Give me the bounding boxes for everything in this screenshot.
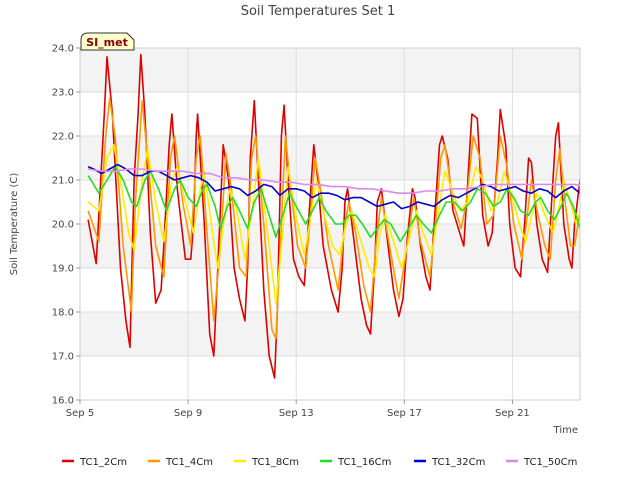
y-tick-label: 16.0: [52, 396, 74, 407]
legend-item-tc1-50cm: TC1_50Cm: [506, 457, 577, 468]
y-tick-label: 21.0: [52, 176, 74, 187]
legend-label: TC1_32Cm: [431, 457, 485, 468]
series-line-tc1-50cm: [87, 168, 580, 194]
y-tick-label: 20.0: [52, 220, 74, 231]
badge-shape: [80, 32, 135, 51]
chart-title: Soil Temperatures Set 1: [241, 4, 396, 19]
y-tick-label: 18.0: [52, 308, 74, 319]
legend-item-tc1-4cm: TC1_4Cm: [148, 457, 213, 468]
y-axis-label: Soil Temperature (C): [9, 173, 20, 276]
legend-item-tc1-16cm: TC1_16Cm: [320, 457, 391, 468]
legend-label: TC1_2Cm: [79, 457, 127, 468]
series-line-tc1-16cm: [87, 166, 580, 243]
series-line-tc1-2cm: [87, 53, 580, 379]
x-axis-ticks: Sep 5 Sep 9 Sep 13 Sep 17 Sep 21: [66, 400, 530, 419]
plot-band: [80, 92, 580, 136]
legend-item-tc1-2cm: TC1_2Cm: [62, 457, 127, 468]
legend-label: TC1_16Cm: [337, 457, 391, 468]
x-tick-label: Sep 21: [495, 408, 530, 419]
plot-band: [80, 356, 580, 400]
y-tick-label: 22.0: [52, 132, 74, 143]
badge-label: SI_met: [86, 36, 128, 49]
y-tick-label: 19.0: [52, 264, 74, 275]
y-tick-label: 17.0: [52, 352, 74, 363]
series-line-tc1-32cm: [87, 163, 580, 210]
plot-band: [80, 48, 580, 92]
legend-label: TC1_50Cm: [523, 457, 577, 468]
y-axis-ticks: 16.0 17.0 18.0 19.0 20.0 21.0 22.0 23.0 24.0: [52, 44, 80, 407]
x-tick-label: Sep 9: [174, 408, 202, 419]
y-tick-label: 23.0: [52, 88, 74, 99]
y-tick-label: 24.0: [52, 44, 74, 55]
legend-item-tc1-32cm: TC1_32Cm: [414, 457, 485, 468]
x-tick-label: Sep 17: [387, 408, 422, 419]
series-line-tc1-8cm: [87, 144, 580, 304]
legend: TC1_2Cm TC1_4Cm TC1_8Cm TC1_16Cm TC1_32Cm TC1…: [62, 457, 577, 468]
station-badge: SI_met: [80, 32, 135, 51]
plot-band: [80, 312, 580, 356]
legend-label: TC1_8Cm: [251, 457, 299, 468]
legend-item-tc1-8cm: TC1_8Cm: [234, 457, 299, 468]
series-lines: [87, 53, 580, 379]
x-axis-label: Time: [553, 425, 578, 436]
legend-label: TC1_4Cm: [165, 457, 213, 468]
x-tick-label: Sep 13: [279, 408, 314, 419]
series-line-tc1-4cm: [87, 97, 580, 340]
x-tick-label: Sep 5: [66, 408, 94, 419]
